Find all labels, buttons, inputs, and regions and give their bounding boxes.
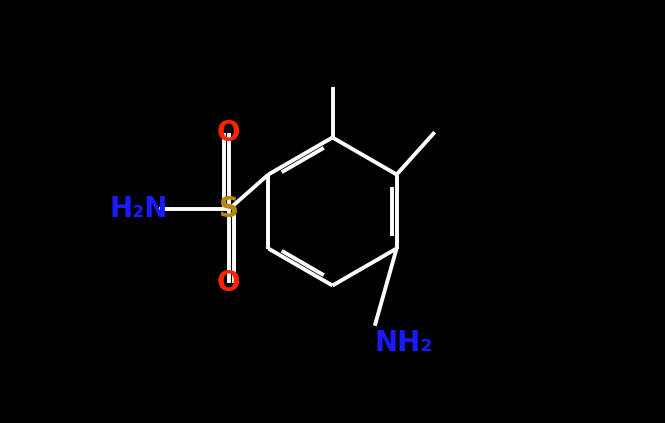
Text: O: O xyxy=(217,269,241,297)
Text: S: S xyxy=(219,195,239,223)
Text: NH₂: NH₂ xyxy=(375,329,433,357)
Text: O: O xyxy=(217,119,241,147)
Text: H₂N: H₂N xyxy=(109,195,168,223)
